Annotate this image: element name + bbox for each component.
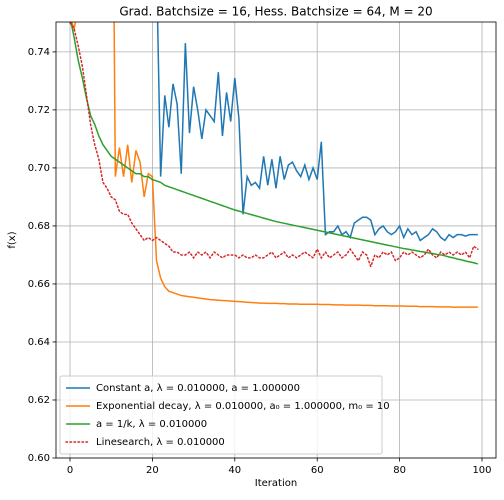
x-tick-label: 20 — [146, 465, 159, 476]
plot-lines — [69, 22, 479, 308]
y-tick-label: 0.66 — [28, 279, 50, 290]
legend-label: a = 1/k, λ = 0.010000 — [96, 419, 207, 430]
series-line — [70, 22, 478, 308]
x-tick-label: 60 — [311, 465, 324, 476]
series-line — [69, 22, 479, 269]
y-tick-label: 0.72 — [28, 105, 50, 116]
series-line — [70, 22, 479, 265]
x-axis-label: Iteration — [255, 478, 297, 489]
y-tick-label: 0.68 — [28, 221, 50, 232]
x-tick-label: 100 — [472, 465, 491, 476]
legend-label: Constant a, λ = 0.010000, a = 1.000000 — [96, 383, 300, 394]
legend-label: Linesearch, λ = 0.010000 — [96, 437, 225, 448]
legend-box — [59, 375, 383, 455]
chart-title: Grad. Batchsize = 16, Hess. Batchsize = … — [119, 5, 432, 19]
series-line — [156, 22, 478, 242]
x-tick-label: 40 — [228, 465, 241, 476]
y-axis-label: f(x) — [7, 231, 18, 248]
x-tick-label: 80 — [393, 465, 406, 476]
y-tick-label: 0.60 — [28, 453, 50, 464]
y-tick-label: 0.64 — [28, 337, 50, 348]
plot-frame — [55, 21, 497, 459]
y-tick-label: 0.70 — [28, 163, 50, 174]
legend-label: Exponential decay, λ = 0.010000, a₀ = 1.… — [96, 401, 390, 412]
y-tick-label: 0.62 — [28, 395, 50, 406]
x-tick-label: 0 — [67, 465, 73, 476]
y-tick-label: 0.74 — [28, 47, 50, 58]
